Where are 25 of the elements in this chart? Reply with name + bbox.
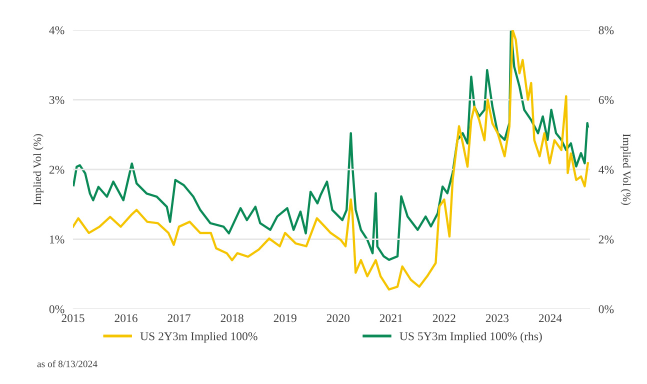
y2-tick-label: 0% <box>598 305 614 314</box>
x-tick-label: 2022 <box>432 314 456 322</box>
x-tick-label: 2018 <box>220 314 244 322</box>
x-tick-label: 2020 <box>326 314 350 322</box>
x-tick-label: 2021 <box>380 314 402 322</box>
x-tick-label: 2019 <box>274 314 296 322</box>
legend-label: US 5Y3m Implied 100% (rhs) <box>400 332 542 343</box>
x-tick-label: 2024 <box>538 314 562 322</box>
x-tick-label: 2017 <box>168 314 191 322</box>
y2-tick-label: 2% <box>598 235 614 244</box>
y-tick-label: 1% <box>50 235 64 244</box>
y2-tick-label: 4% <box>598 166 614 174</box>
x-tick-label: 2016 <box>114 314 138 322</box>
y-axis-title: Implied Vol (%) <box>33 134 44 206</box>
y2-tick-label: 8% <box>598 26 614 34</box>
y-tick-label: 3% <box>49 96 64 104</box>
legend-label: US 2Y3m Implied 100% <box>140 332 258 343</box>
y-tick-label: 0% <box>49 305 64 314</box>
y2-axis-title: Implied Vol (%) <box>620 134 631 205</box>
text: as of 8/13/2024 <box>37 360 98 368</box>
y-tick-label: 4% <box>49 26 64 34</box>
x-tick-label: 2015 <box>62 314 84 322</box>
x-tick-label: 2023 <box>486 314 509 322</box>
y-tick-label: 2% <box>49 166 64 174</box>
y2-tick-label: 6% <box>598 96 614 104</box>
